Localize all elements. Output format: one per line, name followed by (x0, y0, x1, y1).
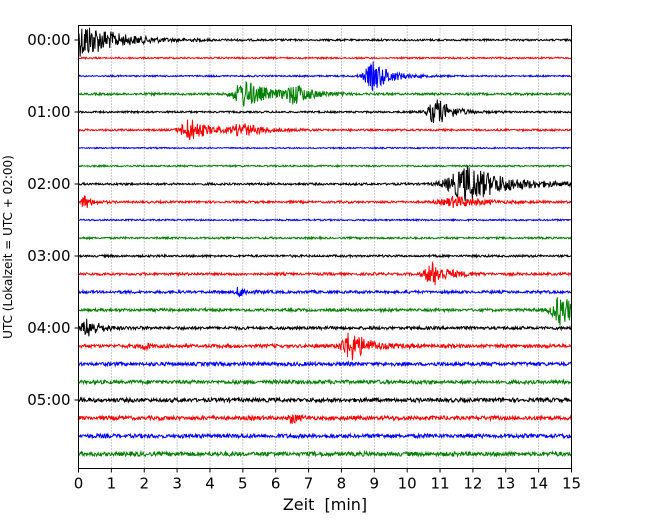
x-tick-label: 1 (107, 475, 117, 493)
trace-line-4 (78, 99, 572, 124)
y-axis-ticks: 00:00 01:00 02:00 03:00 04:00 05:00 (27, 31, 79, 409)
x-tick-label: 15 (562, 475, 581, 493)
trace-line-5 (78, 119, 572, 140)
trace-line-15 (78, 297, 572, 326)
x-tick-label: 6 (271, 475, 281, 493)
plot-frame (78, 25, 572, 469)
y-axis-label: UTC (Lokalzeit = UTC + 02:00) (1, 155, 15, 339)
x-tick-label: 4 (205, 475, 215, 493)
trace-line-12 (78, 252, 572, 260)
grid-lines (110, 25, 540, 469)
trace-line-10 (78, 217, 572, 223)
x-tick-label: 11 (430, 475, 449, 493)
x-tick-label: 2 (139, 475, 149, 493)
trace-line-3 (78, 80, 572, 107)
trace-line-1 (78, 55, 572, 61)
x-tick-label: 5 (238, 475, 248, 493)
trace-line-11 (78, 235, 572, 241)
trace-line-17 (78, 332, 572, 361)
trace-line-6 (78, 146, 572, 150)
trace-line-14 (78, 286, 572, 298)
trace-line-19 (78, 378, 572, 386)
x-axis-label: Zeit [min] (283, 495, 367, 514)
trace-line-21 (78, 413, 572, 424)
x-tick-label: 8 (337, 475, 347, 493)
trace-line-20 (78, 396, 572, 404)
trace-line-18 (78, 360, 572, 368)
x-tick-label: 0 (74, 475, 84, 493)
y-tick-label: 00:00 (27, 31, 70, 49)
trace-line-23 (78, 449, 572, 458)
y-tick-label: 05:00 (27, 391, 70, 409)
trace-line-13 (78, 260, 572, 286)
x-tick-label: 12 (463, 475, 482, 493)
trace-line-0 (78, 27, 572, 57)
y-tick-label: 04:00 (27, 319, 70, 337)
trace-line-8 (78, 165, 572, 202)
x-tick-label: 9 (370, 475, 380, 493)
x-tick-label: 14 (529, 475, 548, 493)
y-tick-label: 02:00 (27, 175, 70, 193)
trace-line-7 (78, 163, 572, 169)
trace-line-22 (78, 432, 572, 440)
trace-line-9 (78, 195, 572, 208)
seismic-traces (78, 27, 572, 458)
trace-line-2 (78, 61, 572, 93)
trace-line-16 (78, 318, 572, 337)
y-tick-label: 03:00 (27, 247, 70, 265)
x-tick-label: 3 (172, 475, 182, 493)
x-tick-label: 10 (398, 475, 417, 493)
x-tick-label: 13 (496, 475, 515, 493)
x-tick-label: 7 (304, 475, 314, 493)
x-axis-ticks: 0 1 2 3 4 5 6 7 8 9 10 11 12 13 14 15 (74, 468, 581, 493)
y-tick-label: 01:00 (27, 103, 70, 121)
